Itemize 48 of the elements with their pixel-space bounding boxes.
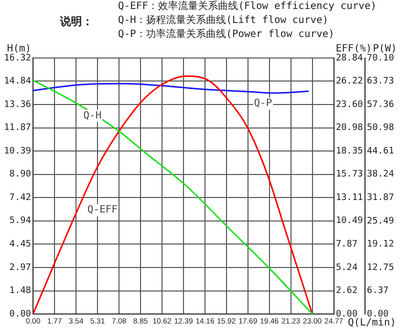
y2-tick-label: 13.11 bbox=[336, 192, 363, 203]
y2-tick-label: 20.98 bbox=[336, 123, 363, 134]
series-label: Q-P bbox=[254, 98, 272, 110]
y-tick-label: 1.48 bbox=[9, 286, 32, 296]
y3-tick-label: 12.75 bbox=[366, 262, 394, 273]
y3-tick-label: 19.12 bbox=[366, 240, 394, 250]
y-axis-title: H(m) bbox=[7, 44, 32, 55]
y3-tick-label: 44.61 bbox=[366, 146, 394, 156]
y3-tick-label: 25.49 bbox=[366, 216, 394, 226]
text: Q-EFF：效率流量关系曲线(Flow efficiency curve) bbox=[118, 0, 377, 14]
y-tick-label: 5.94 bbox=[9, 216, 32, 226]
y2-axis-title: EFF(%) bbox=[336, 44, 372, 55]
y2-tick-label: 28.84 bbox=[336, 53, 363, 64]
y2-tick-label: 26.22 bbox=[336, 76, 363, 87]
y-tick-label: 10.39 bbox=[4, 146, 32, 156]
y2-tick-label: 10.49 bbox=[336, 216, 363, 226]
series-label: Q-H bbox=[83, 110, 102, 122]
y2-tick-label: 18.35 bbox=[336, 146, 363, 156]
y2-tick-label: 7.87 bbox=[336, 239, 358, 250]
y3-tick-label: 38.24 bbox=[366, 170, 394, 180]
y-tick-label: 16.32 bbox=[4, 53, 32, 64]
text: Q-H：扬程流量关系曲线(Lift flow curve) bbox=[118, 14, 330, 28]
y-tick-label: 4.45 bbox=[9, 240, 32, 250]
y2-tick-label: 2.62 bbox=[336, 286, 358, 296]
y-tick-label: 8.90 bbox=[9, 170, 32, 180]
y3-tick-label: 6.37 bbox=[366, 286, 389, 296]
chart-title: 说明： bbox=[60, 14, 93, 29]
y3-tick-label: 50.98 bbox=[366, 123, 394, 134]
y3-tick-label: 0.00 bbox=[366, 309, 389, 320]
y3-axis-title: P(W) bbox=[372, 44, 397, 55]
y3-tick-label: 57.36 bbox=[366, 100, 394, 110]
y-tick-label: 7.42 bbox=[9, 192, 32, 203]
y3-tick-label: 63.73 bbox=[366, 76, 394, 87]
y2-tick-label: 15.73 bbox=[336, 170, 363, 180]
y-tick-label: 14.84 bbox=[4, 76, 32, 87]
y3-tick-label: 31.87 bbox=[366, 192, 394, 203]
y-tick-label: 0.00 bbox=[9, 309, 32, 320]
y-tick-label: 11.87 bbox=[4, 123, 32, 134]
x-axis-title: Q(L/min) bbox=[348, 318, 396, 329]
line-series bbox=[33, 82, 310, 94]
series-label: Q-EFF bbox=[87, 204, 118, 216]
y-tick-label: 2.97 bbox=[9, 262, 32, 273]
text: Q-P：功率流量关系曲线(Power flow curve) bbox=[118, 28, 336, 42]
y2-tick-label: 0.00 bbox=[336, 309, 358, 320]
y3-tick-label: 70.10 bbox=[366, 53, 394, 64]
y2-tick-label: 5.24 bbox=[336, 262, 358, 273]
y2-tick-label: 23.60 bbox=[336, 100, 363, 110]
y-tick-label: 13.36 bbox=[4, 100, 32, 110]
